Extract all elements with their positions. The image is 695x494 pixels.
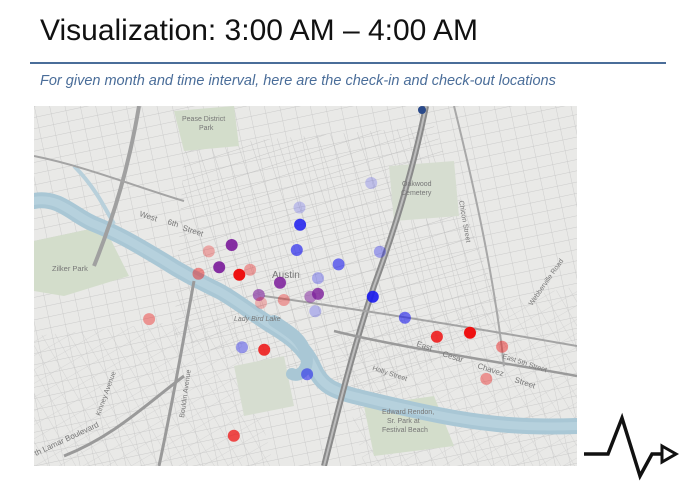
check-in-marker-30[interactable] <box>496 340 509 353</box>
check-out-marker-6[interactable] <box>366 290 379 303</box>
check-in-out-marker-18[interactable] <box>252 289 265 301</box>
check-in-marker-24[interactable] <box>255 296 267 309</box>
slide-title: Visualization: 3:00 AM – 4:00 AM <box>40 14 479 47</box>
check-in-marker-31[interactable] <box>480 372 493 385</box>
check-in-marker-21[interactable] <box>202 245 215 258</box>
check-out-marker-11[interactable] <box>365 177 378 189</box>
check-in-marker-20[interactable] <box>192 267 205 280</box>
label-pease-1: Pease District <box>182 116 225 123</box>
south-park-area <box>234 356 294 416</box>
label-west-6th-2: 6th <box>166 217 179 229</box>
check-in-out-marker-14[interactable] <box>213 261 226 274</box>
label-oakwood-2: Cemetery <box>401 190 432 197</box>
check-out-marker-3[interactable] <box>332 258 345 271</box>
label-austin: Austin <box>272 270 300 281</box>
label-lady-bird-lake: Lady Bird Lake <box>234 316 281 323</box>
check-in-out-marker-17[interactable] <box>304 290 317 303</box>
street-grid-southwest <box>34 316 274 466</box>
check-in-out-marker-13[interactable] <box>225 239 238 251</box>
label-oakwood-1: Oakwood <box>402 181 432 188</box>
check-out-marker-12[interactable] <box>293 201 306 214</box>
check-out-marker-4[interactable] <box>373 245 386 258</box>
lady-bird-lake-inlet <box>268 315 313 381</box>
pease-park-area <box>174 106 239 151</box>
check-out-marker-7[interactable] <box>398 311 411 324</box>
mopac-highway <box>92 106 141 267</box>
label-zilker-park: Zilker Park <box>52 264 88 273</box>
check-out-marker-1[interactable] <box>294 218 307 231</box>
check-out-marker-9[interactable] <box>236 341 248 354</box>
label-edward-3: Festival Beach <box>382 427 428 434</box>
heartbeat-logo-icon <box>584 412 680 481</box>
check-in-out-marker-15[interactable] <box>274 276 286 289</box>
check-in-marker-25[interactable] <box>143 313 156 326</box>
label-edward-1: Edward Rendon, <box>382 409 434 416</box>
check-in-marker-28[interactable] <box>430 330 443 343</box>
check-in-marker-26[interactable] <box>258 343 271 356</box>
check-out-marker-10[interactable] <box>301 368 314 381</box>
title-divider <box>30 62 666 64</box>
check-in-marker-27[interactable] <box>227 429 240 442</box>
check-in-marker-29[interactable] <box>464 326 476 339</box>
check-in-marker-19[interactable] <box>233 268 246 281</box>
check-out-marker-8[interactable] <box>309 305 322 318</box>
label-edward-2: Sr. Park at <box>387 418 420 425</box>
austin-map[interactable]: Pease District Park Oakwood Cemetery Zil… <box>34 106 577 466</box>
zilker-park-area <box>34 226 129 296</box>
check-out-marker-2[interactable] <box>290 244 303 256</box>
check-in-marker-23[interactable] <box>277 294 290 306</box>
slide-subtitle: For given month and time interval, here … <box>40 73 556 89</box>
map-canvas: Pease District Park Oakwood Cemetery Zil… <box>34 106 577 466</box>
check-out-marker-5[interactable] <box>312 272 324 285</box>
label-pease-2: Park <box>199 125 214 132</box>
marker-layer <box>143 177 509 442</box>
check-in-marker-22[interactable] <box>244 263 257 276</box>
lamar-road <box>157 280 196 466</box>
cesar-chavez-road <box>333 329 577 378</box>
highway-shield-icon <box>418 106 426 114</box>
